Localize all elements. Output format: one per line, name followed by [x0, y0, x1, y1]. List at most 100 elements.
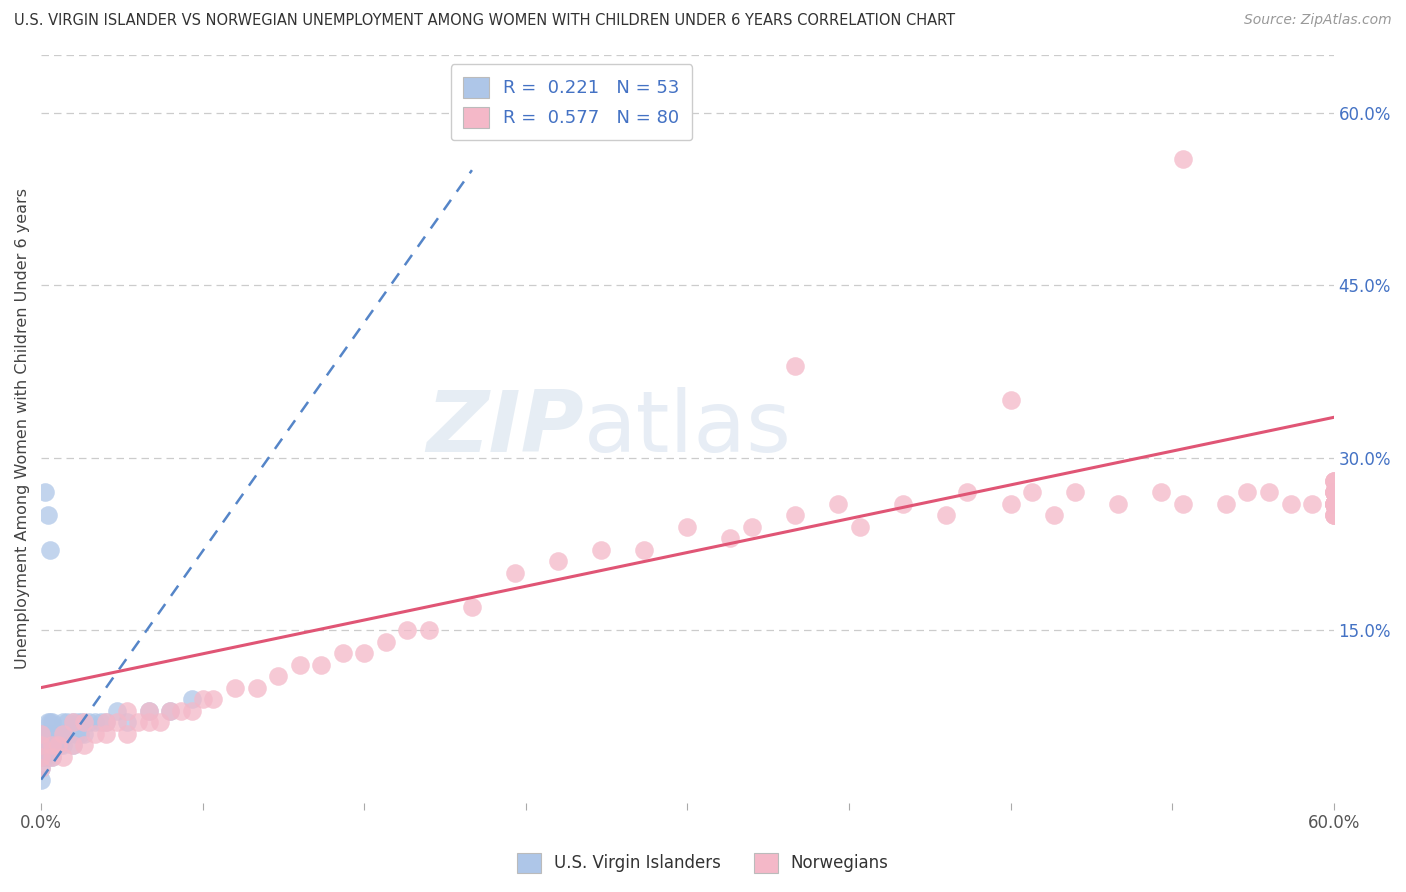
Point — [49, 738, 72, 752]
Point — [1323, 508, 1346, 522]
Point — [1323, 497, 1346, 511]
Point — [69, 726, 91, 740]
Point — [1258, 485, 1281, 500]
Point — [1301, 497, 1323, 511]
Point — [84, 726, 107, 740]
Point — [30, 726, 52, 740]
Point — [1323, 497, 1346, 511]
Text: Source: ZipAtlas.com: Source: ZipAtlas.com — [1244, 13, 1392, 28]
Point — [117, 704, 139, 718]
Point — [73, 715, 96, 730]
Point — [70, 715, 93, 730]
Point — [30, 772, 52, 787]
Point — [138, 704, 160, 718]
Point — [149, 715, 172, 730]
Point — [73, 726, 96, 740]
Point — [66, 715, 89, 730]
Point — [38, 726, 60, 740]
Point — [30, 726, 52, 740]
Point — [37, 738, 59, 752]
Point — [633, 542, 655, 557]
Point — [891, 497, 914, 511]
Point — [41, 715, 63, 730]
Point — [62, 738, 84, 752]
Point — [38, 715, 60, 730]
Point — [848, 519, 870, 533]
Point — [94, 715, 117, 730]
Point — [62, 715, 84, 730]
Point — [720, 531, 742, 545]
Point — [170, 704, 193, 718]
Point — [309, 657, 332, 672]
Point — [30, 738, 52, 752]
Point — [62, 738, 84, 752]
Point — [956, 485, 979, 500]
Point — [1215, 497, 1237, 511]
Point — [1323, 474, 1346, 488]
Point — [202, 692, 225, 706]
Point — [353, 646, 375, 660]
Point — [159, 704, 181, 718]
Point — [30, 749, 52, 764]
Point — [1323, 485, 1346, 500]
Point — [1323, 508, 1346, 522]
Point — [73, 738, 96, 752]
Point — [42, 738, 65, 752]
Point — [52, 749, 75, 764]
Point — [676, 519, 699, 533]
Point — [1323, 508, 1346, 522]
Text: ZIP: ZIP — [426, 387, 583, 470]
Point — [52, 726, 75, 740]
Point — [180, 692, 202, 706]
Point — [1323, 474, 1346, 488]
Point — [37, 715, 59, 730]
Point — [1064, 485, 1087, 500]
Point — [34, 485, 56, 500]
Point — [138, 704, 160, 718]
Point — [1021, 485, 1043, 500]
Text: atlas: atlas — [583, 387, 792, 470]
Point — [34, 749, 56, 764]
Point — [37, 738, 59, 752]
Legend: R =  0.221   N = 53, R =  0.577   N = 80: R = 0.221 N = 53, R = 0.577 N = 80 — [451, 64, 692, 140]
Point — [332, 646, 354, 660]
Point — [41, 749, 63, 764]
Point — [58, 726, 80, 740]
Point — [30, 738, 52, 752]
Point — [591, 542, 613, 557]
Point — [1323, 474, 1346, 488]
Point — [1279, 497, 1302, 511]
Point — [1171, 152, 1194, 166]
Point — [30, 761, 52, 775]
Point — [1236, 485, 1258, 500]
Point — [127, 715, 149, 730]
Point — [245, 681, 267, 695]
Point — [94, 726, 117, 740]
Point — [45, 726, 67, 740]
Point — [288, 657, 311, 672]
Point — [37, 508, 59, 522]
Point — [41, 726, 63, 740]
Point — [34, 738, 56, 752]
Point — [45, 738, 67, 752]
Point — [37, 749, 59, 764]
Text: U.S. VIRGIN ISLANDER VS NORWEGIAN UNEMPLOYMENT AMONG WOMEN WITH CHILDREN UNDER 6: U.S. VIRGIN ISLANDER VS NORWEGIAN UNEMPL… — [14, 13, 955, 29]
Point — [84, 715, 107, 730]
Point — [46, 738, 69, 752]
Point — [547, 554, 569, 568]
Point — [30, 749, 52, 764]
Point — [38, 542, 60, 557]
Point — [46, 726, 69, 740]
Point — [37, 726, 59, 740]
Point — [52, 715, 75, 730]
Point — [374, 634, 396, 648]
Point — [117, 726, 139, 740]
Point — [267, 669, 290, 683]
Point — [827, 497, 849, 511]
Point — [52, 726, 75, 740]
Point — [94, 715, 117, 730]
Point — [1323, 497, 1346, 511]
Point — [30, 761, 52, 775]
Point — [1107, 497, 1129, 511]
Point — [65, 726, 87, 740]
